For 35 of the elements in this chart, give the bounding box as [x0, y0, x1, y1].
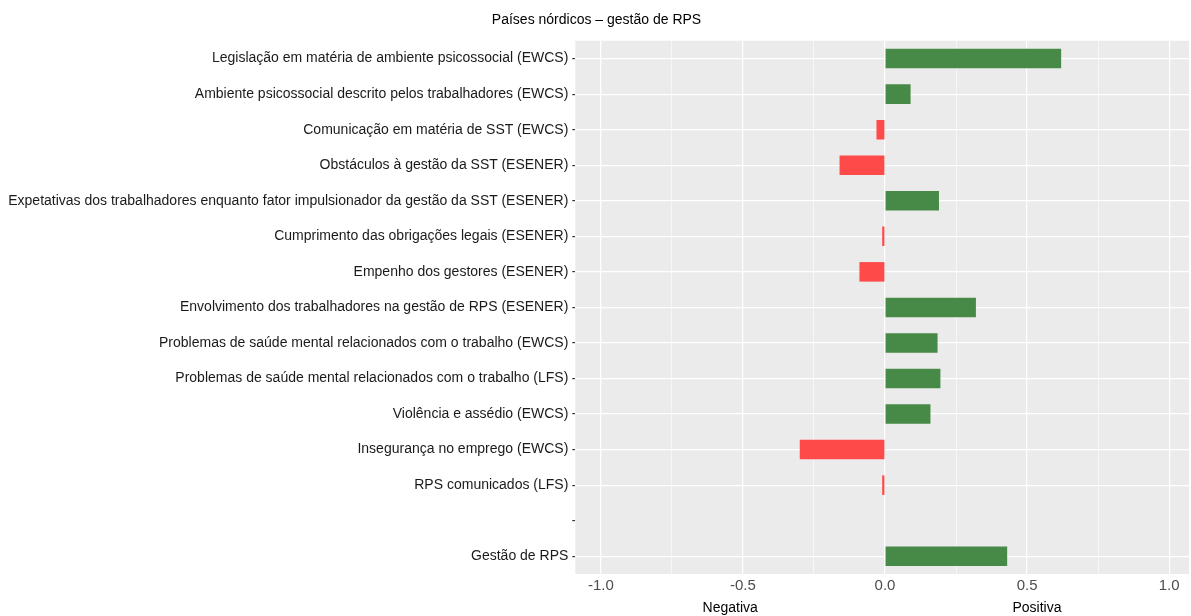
y-tick-label: Expetativas dos trabalhadores enquanto fator impulsionador da gestão da SST (ESENER): [8, 191, 569, 208]
bar: [859, 262, 885, 282]
y-tick-label: Obstáculos à gestão da SST (ESENER): [319, 156, 569, 173]
bar: [839, 155, 885, 175]
bar: [885, 333, 938, 353]
bar: [876, 119, 885, 140]
bar: [885, 368, 941, 389]
y-tick-label: Problemas de saúde mental relacionados com o trabalho (EWCS): [159, 333, 569, 350]
y-tick-label: Insegurança no emprego (EWCS): [357, 440, 569, 457]
text: Negativa: [702, 598, 758, 615]
bar: [885, 190, 939, 211]
y-tick-label: Violência e assédio (EWCS): [392, 404, 569, 421]
bar: [885, 404, 931, 424]
chart-title: Países nórdicos – gestão de RPS: [491, 11, 702, 28]
y-tick-label: Envolvimento dos trabalhadores na gestão de RPS (ESENER): [179, 298, 569, 315]
y-tick-label: Legislação em matéria de ambiente psicossocial (EWCS): [211, 49, 569, 66]
bar: [885, 546, 1008, 566]
bar: [885, 297, 976, 318]
x-tick-label: 1.0: [1158, 576, 1180, 594]
text: Positiva: [1012, 598, 1062, 615]
x-tick-label: 0.5: [1016, 576, 1038, 594]
y-tick-label: Problemas de saúde mental relacionados com o trabalho (LFS): [175, 369, 569, 386]
bar: [799, 439, 885, 460]
x-tick-label: -1.0: [587, 576, 614, 594]
y-tick-label: Empenho dos gestores (ESENER): [353, 262, 569, 279]
x-tick-label: -0.5: [730, 576, 756, 594]
y-tick-label: Cumprimento das obrigações legais (ESENER): [274, 227, 569, 244]
y-tick-label: Gestão de RPS: [471, 547, 569, 564]
x-tick-label: 0.0: [874, 576, 896, 594]
y-tick-label: Comunicação em matéria de SST (EWCS): [303, 120, 569, 137]
bar: [882, 475, 885, 495]
bar: [885, 84, 911, 104]
y-tick-label: RPS comunicados (LFS): [414, 475, 569, 492]
y-tick-label: Ambiente psicossocial descrito pelos trabalhadores (EWCS): [194, 84, 569, 101]
bar: [885, 48, 1062, 69]
